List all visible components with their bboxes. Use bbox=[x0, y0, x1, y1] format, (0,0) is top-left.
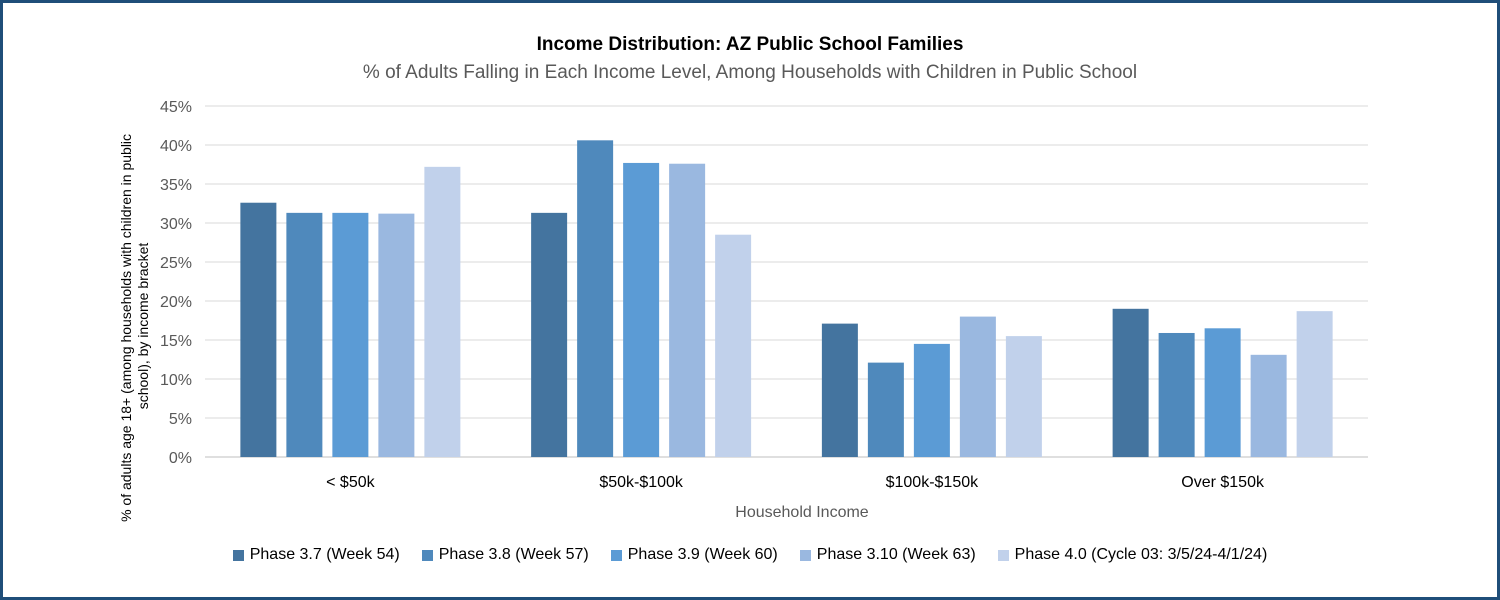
bar bbox=[424, 166, 461, 457]
chart-subtitle: % of Adults Falling in Each Income Level… bbox=[362, 62, 1138, 83]
bar bbox=[867, 362, 904, 457]
legend-label: Phase 3.7 (Week 54) bbox=[249, 546, 400, 563]
bar bbox=[1296, 311, 1333, 457]
y-axis-ticks: 0% 5% 10% 15% 20% 25% 30% 35% 40% 45% bbox=[160, 99, 192, 467]
legend-label: Phase 3.10 (Week 63) bbox=[816, 546, 976, 563]
bar bbox=[531, 212, 568, 457]
y-tick-label: 20% bbox=[160, 294, 192, 311]
legend-swatch bbox=[421, 549, 433, 561]
x-category-label: $100k-$150k bbox=[886, 474, 980, 491]
bar bbox=[1112, 308, 1149, 457]
y-tick-label: 40% bbox=[160, 138, 192, 155]
legend-item: Phase 3.10 (Week 63) bbox=[799, 546, 976, 564]
y-axis-label: % of adults age 18+ (among households wi… bbox=[118, 130, 151, 522]
bar bbox=[286, 212, 323, 457]
bar bbox=[240, 202, 277, 457]
legend-item: Phase 3.7 (Week 54) bbox=[232, 546, 400, 564]
bar bbox=[577, 140, 614, 457]
legend-swatch bbox=[799, 549, 811, 561]
bar bbox=[623, 162, 660, 457]
legend-item: Phase 3.9 (Week 60) bbox=[610, 546, 778, 564]
y-axis-label-line-2: school), by income bracket bbox=[135, 243, 151, 410]
y-tick-label: 10% bbox=[160, 372, 192, 389]
bar bbox=[1250, 354, 1287, 457]
x-category-label: < $50k bbox=[326, 474, 375, 491]
legend-label: Phase 3.9 (Week 60) bbox=[627, 546, 778, 563]
y-tick-label: 45% bbox=[160, 99, 192, 116]
bar bbox=[1204, 328, 1241, 457]
y-tick-label: 15% bbox=[160, 333, 192, 350]
y-tick-label: 0% bbox=[169, 450, 192, 467]
bar bbox=[378, 213, 415, 457]
y-tick-label: 25% bbox=[160, 255, 192, 272]
chart-title: Income Distribution: AZ Public School Fa… bbox=[536, 34, 964, 55]
y-tick-label: 5% bbox=[169, 411, 192, 428]
bar bbox=[715, 234, 752, 457]
y-tick-label: 30% bbox=[160, 216, 192, 233]
bar bbox=[821, 323, 858, 457]
bar bbox=[1158, 332, 1195, 457]
x-axis-categories: < $50k $50k-$100k $100k-$150k Over $150k bbox=[326, 474, 1265, 491]
legend-label: Phase 4.0 (Cycle 03: 3/5/24-4/1/24) bbox=[1014, 546, 1268, 563]
legend-swatch bbox=[232, 549, 244, 561]
bars bbox=[240, 140, 1333, 457]
bar bbox=[669, 163, 706, 457]
bar bbox=[959, 316, 996, 457]
x-category-label: $50k-$100k bbox=[599, 474, 684, 491]
legend-item: Phase 3.8 (Week 57) bbox=[421, 546, 589, 564]
x-axis-label: Household Income bbox=[735, 504, 869, 521]
legend-swatch bbox=[610, 549, 622, 561]
y-tick-label: 35% bbox=[160, 177, 192, 194]
bar bbox=[332, 212, 369, 457]
bar bbox=[1005, 336, 1042, 457]
legend-swatch bbox=[997, 549, 1009, 561]
legend-item: Phase 4.0 (Cycle 03: 3/5/24-4/1/24) bbox=[997, 546, 1268, 564]
y-axis-label-line-1: % of adults age 18+ (among households wi… bbox=[118, 134, 134, 522]
bar bbox=[913, 343, 950, 457]
legend-label: Phase 3.8 (Week 57) bbox=[438, 546, 589, 563]
x-category-label: Over $150k bbox=[1181, 474, 1265, 491]
legend: Phase 3.7 (Week 54) Phase 3.8 (Week 57) Ph… bbox=[0, 546, 1500, 564]
